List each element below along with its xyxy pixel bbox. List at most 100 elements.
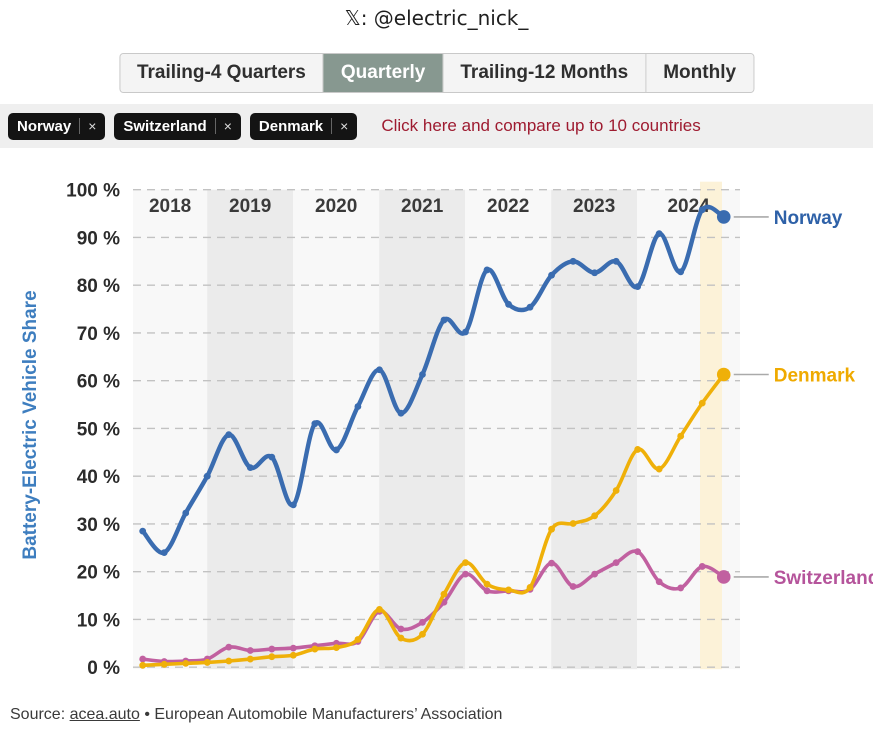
denmark-point-2020-Q4 [376, 606, 383, 613]
switzerland-point-2023-Q2 [591, 570, 599, 578]
y-tick-50: 50 % [77, 419, 120, 440]
tab-trailing-12-months[interactable]: Trailing-12 Months [443, 54, 647, 92]
norway-point-2019-Q4 [289, 501, 297, 509]
denmark-end-label: Denmark [774, 365, 856, 386]
norway-point-2023-Q1 [569, 257, 577, 265]
denmark-point-2018-Q2 [160, 660, 168, 668]
norway-point-2022-Q2 [505, 300, 512, 308]
year-band-2020 [293, 189, 380, 670]
norway-point-2023-Q2 [591, 269, 599, 277]
year-band-2019 [207, 189, 294, 670]
norway-point-2023-Q3 [612, 257, 620, 265]
switzerland-point-2019-Q1 [225, 643, 233, 651]
norway-point-2023-Q4 [634, 283, 642, 291]
country-filter-bar: Norway × Switzerland × Denmark × Click here a… [0, 104, 873, 148]
denmark-point-2020-Q3 [354, 636, 362, 643]
tab-trailing-4-quarters[interactable]: Trailing-4 Quarters [119, 54, 324, 92]
denmark-point-2022-Q1 [483, 580, 491, 588]
switzerland-point-2018-Q1 [139, 655, 147, 663]
y-tick-70: 70 % [77, 324, 120, 345]
switzerland-point-2022-Q4 [548, 559, 555, 567]
denmark-point-2024-Q3 [698, 399, 706, 407]
norway-point-2018-Q2 [160, 549, 168, 556]
page-title: 𝕏: @electric_nick_ [344, 6, 529, 30]
denmark-points [139, 367, 731, 669]
norway-point-2018-Q3 [182, 509, 190, 517]
y-tick-80: 80 % [77, 276, 120, 297]
y-tick-40: 40 % [77, 467, 120, 488]
denmark-point-2022-Q2 [505, 586, 512, 594]
country-chip-denmark: Denmark × [249, 112, 358, 140]
switzerland-point-2023-Q1 [569, 583, 577, 590]
denmark-line [140, 372, 726, 668]
chip-divider [214, 118, 216, 134]
remove-norway-icon[interactable]: × [88, 118, 97, 134]
tab-quarterly[interactable]: Quarterly [323, 54, 444, 92]
year-band-2022 [465, 189, 552, 670]
y-tick-10: 10 % [77, 610, 120, 631]
source-prefix: Source: [10, 706, 70, 723]
denmark-point-2023-Q1 [569, 520, 577, 527]
denmark-point-2019-Q4 [289, 651, 297, 659]
switzerland-point-2023-Q3 [612, 559, 620, 567]
denmark-point-2021-Q3 [440, 590, 448, 598]
y-tick-20: 20 % [77, 563, 120, 584]
source-link[interactable]: acea.auto [69, 706, 140, 723]
switzerland-point-2021-Q4 [462, 570, 469, 578]
norway-point-2019-Q2 [246, 464, 254, 472]
denmark-point-2023-Q4 [634, 446, 642, 453]
switzerland-point-2024-Q3 [698, 563, 706, 570]
switzerland-point-2019-Q2 [246, 647, 254, 654]
chip-label: Switzerland [123, 117, 207, 135]
denmark-point-2018-Q3 [182, 659, 190, 667]
denmark-point-2022-Q3 [526, 584, 534, 591]
remove-switzerland-icon[interactable]: × [223, 118, 232, 134]
year-band-2023 [551, 189, 638, 670]
norway-point-2021-Q3 [440, 316, 448, 324]
norway-point-2019-Q1 [225, 431, 233, 439]
compare-countries-link[interactable]: Click here and compare up to 10 countrie… [381, 116, 701, 135]
chip-divider [79, 118, 81, 134]
year-band-2021 [379, 189, 466, 670]
year-band-2018 [133, 189, 208, 670]
denmark-point-2023-Q3 [612, 487, 620, 494]
interval-tabbar: Trailing-4 Quarters Quarterly Trailing-12 … [118, 53, 755, 93]
norway-point-2024-Q3 [698, 206, 706, 214]
y-tick-30: 30 % [77, 515, 120, 536]
y-tick-0: 0 % [87, 658, 120, 679]
year-band-2024 [637, 189, 740, 670]
norway-point-2020-Q4 [376, 366, 383, 374]
chip-label: Norway [17, 117, 72, 135]
denmark-point-2018-Q4 [203, 659, 211, 666]
switzerland-end-label: Switzerland [774, 568, 873, 589]
y-tick-90: 90 % [77, 228, 120, 249]
denmark-point-2020-Q1 [311, 645, 319, 653]
norway-point-2018-Q4 [203, 472, 211, 480]
country-chip-switzerland: Switzerland × [114, 112, 241, 140]
remove-denmark-icon[interactable]: × [340, 118, 349, 134]
y-tick-100: 100 % [66, 181, 120, 202]
year-label-2018: 2018 [149, 196, 191, 217]
switzerland-point-2022-Q1 [483, 587, 491, 595]
norway-point-2024-Q2 [677, 268, 685, 276]
switzerland-point-2024-Q4 [716, 570, 731, 584]
norway-point-2020-Q1 [311, 420, 319, 428]
norway-line [140, 204, 726, 555]
denmark-point-2021-Q1 [397, 634, 405, 642]
denmark-point-2020-Q2 [332, 644, 340, 652]
denmark-point-2024-Q4 [716, 367, 731, 382]
source-line: Source: acea.auto • European Automobile … [10, 706, 502, 724]
norway-points [139, 206, 731, 556]
denmark-point-2019-Q3 [268, 653, 276, 661]
chip-divider [331, 118, 333, 134]
y-axis-title: Battery-Electric Vehicle Share [20, 290, 41, 560]
norway-point-2022-Q4 [548, 271, 555, 279]
denmark-point-2021-Q4 [462, 559, 469, 567]
latest-quarter-highlight [700, 181, 722, 670]
tab-monthly[interactable]: Monthly [646, 54, 754, 92]
norway-end-label: Norway [774, 208, 843, 229]
denmark-point-2018-Q1 [139, 661, 147, 669]
source-suffix: • European Automobile Manufacturers’ Ass… [139, 706, 503, 723]
norway-point-2021-Q4 [462, 328, 469, 336]
